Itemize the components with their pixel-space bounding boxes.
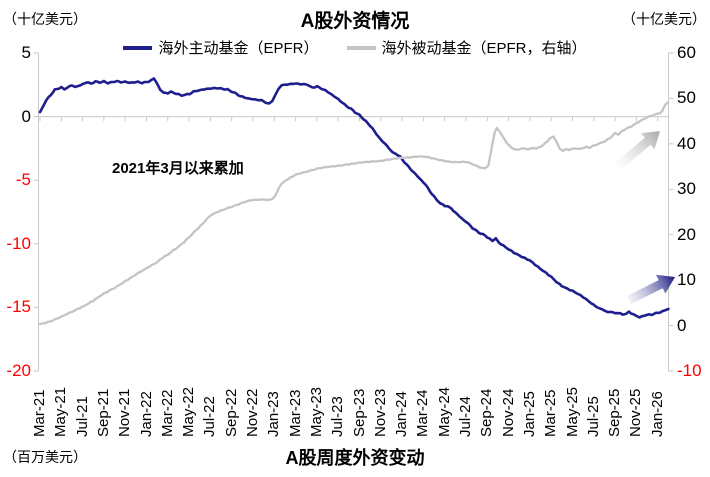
right-axis-unit-label: （十亿美元） [622,11,706,27]
x-axis-tick-label: Mar-23 [286,389,304,437]
x-axis-tick-label: Jul-22 [201,396,219,437]
right-axis-tick-label: 10 [677,270,696,290]
x-axis-tick-label: Mar-21 [31,389,48,437]
legend-item-active-funds: 海外主动基金（EPFR） [123,37,319,58]
passive-trend-arrow-icon [614,131,660,171]
x-axis-tick-label: Mar-22 [158,389,176,437]
left-axis-tick-label: 5 [21,43,31,62]
x-axis-tick-label: Jan-22 [137,391,155,437]
x-axis-tick-label: Jul-23 [329,396,347,437]
x-axis-tick-label: Sep-24 [478,388,496,437]
x-axis-tick-label: Jan-23 [265,391,283,437]
next-chart-unit-label: （百万美元） [3,449,87,465]
right-axis-tick-label: 20 [677,224,696,244]
legend-label-passive-funds: 海外被动基金（EPFR，右轴） [381,40,587,57]
passive-funds-line-swatch [346,45,376,50]
x-axis-tick-label: Sep-25 [606,388,624,437]
x-axis-tick-label: May-21 [52,386,70,437]
x-axis-tick-label: Jul-21 [73,396,91,437]
x-axis-tick-label: Nov-21 [116,388,134,437]
x-axis-tick-label: Nov-22 [244,388,261,437]
legend-label-active-funds: 海外主动基金（EPFR） [158,40,319,57]
left-axis-unit-label: （十亿美元） [3,11,87,27]
next-chart-title: A股周度外资变动 [285,448,425,468]
x-axis-tick-label: Nov-25 [627,388,645,437]
series-line-passive-funds [38,100,670,326]
x-axis-tick-label: May-24 [435,386,453,437]
x-axis-tick-label: Jan-24 [393,391,411,437]
x-axis-tick-label: May-25 [563,386,581,437]
x-axis-tick-label: Sep-23 [350,388,368,437]
x-axis-tick-label: Jul-25 [584,396,602,437]
chart-legend: 海外主动基金（EPFR） 海外被动基金（EPFR，右轴） [0,37,710,58]
x-axis-tick-label: Sep-21 [94,388,112,437]
left-axis-tick-label: -20 [6,361,31,380]
left-axis-tick-label: -10 [6,233,31,253]
right-axis-tick-label: 0 [677,315,687,335]
active-funds-line-swatch [123,45,153,50]
x-axis-tick-label: Nov-23 [371,388,389,437]
x-axis-tick-label: Jan-26 [648,391,666,437]
x-axis-tick-label: May-22 [180,386,198,437]
x-axis-tick-label: Mar-24 [414,389,432,437]
x-axis-tick-label: May-23 [307,386,325,437]
series-line-active-funds [38,77,670,319]
x-axis-tick-label: Sep-22 [222,388,240,437]
right-axis-tick-label: 50 [677,88,696,108]
right-axis-tick-label: 30 [677,179,696,199]
legend-item-passive-funds: 海外被动基金（EPFR，右轴） [346,37,587,58]
chart-title: A股外资情况 [300,11,410,32]
right-axis-tick-label: 60 [677,43,696,62]
left-axis-tick-label: -15 [6,297,31,317]
x-axis-tick-label: Jan-25 [520,391,538,437]
cumulative-since-annotation: 2021年3月以来累加 [112,160,244,177]
right-axis-tick-label: 40 [677,133,696,153]
right-axis-tick-label: -10 [677,361,702,380]
x-axis-tick-label: Mar-25 [542,389,560,437]
x-axis-tick-label: Nov-24 [499,388,517,437]
left-axis-tick-label: -5 [15,170,31,190]
active-trend-arrow-icon [627,274,675,304]
x-axis-tick-label: Jul-24 [457,396,474,437]
left-axis-tick-label: 0 [21,106,31,126]
